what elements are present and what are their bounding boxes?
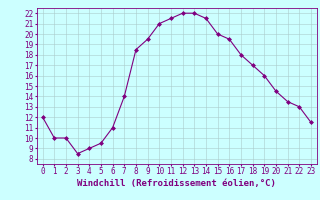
X-axis label: Windchill (Refroidissement éolien,°C): Windchill (Refroidissement éolien,°C) xyxy=(77,179,276,188)
